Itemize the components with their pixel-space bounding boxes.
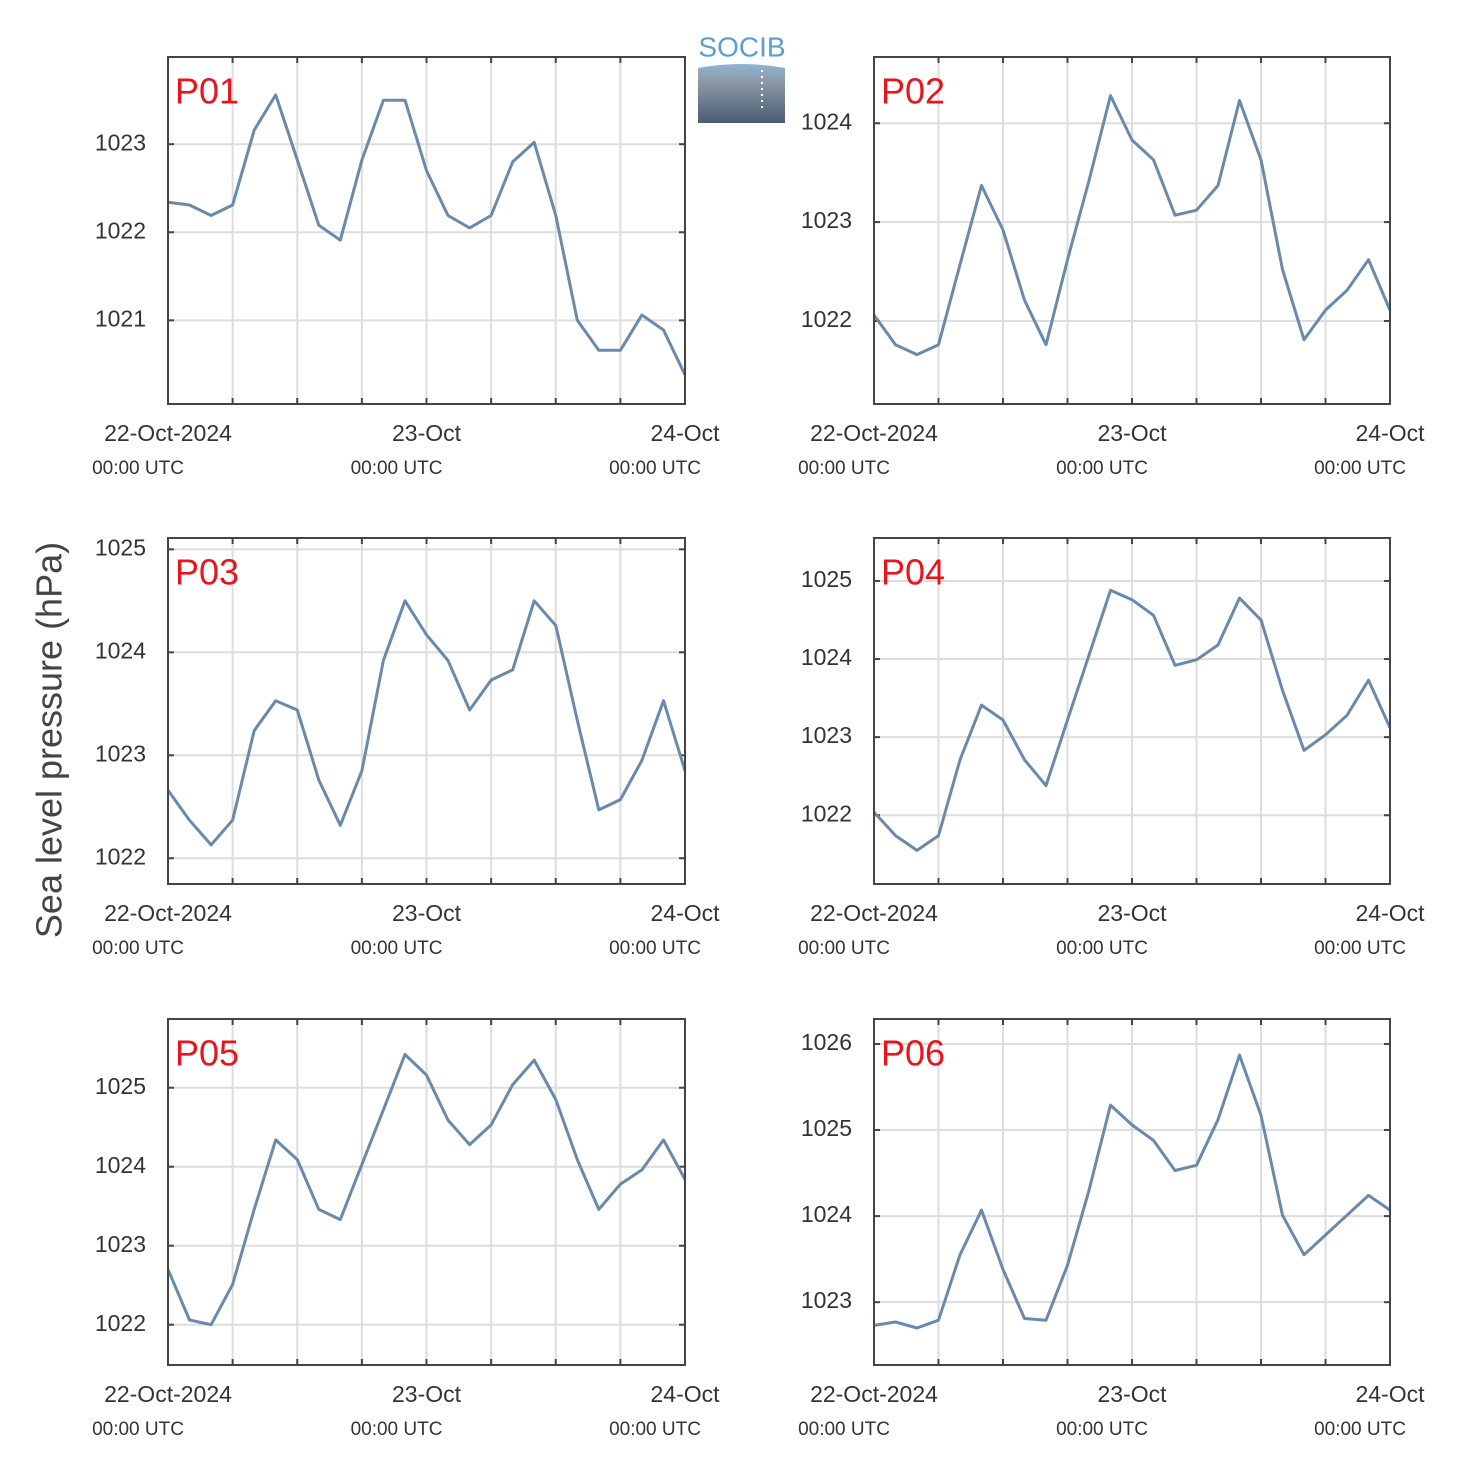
data-line <box>166 599 687 847</box>
plot-frame <box>167 537 686 885</box>
x-tick-label: 23-Oct <box>1097 900 1167 926</box>
x-tick-sublabel: 00:00 UTC <box>1314 458 1406 479</box>
x-tick-sublabel: 00:00 UTC <box>351 1419 443 1440</box>
data-line <box>872 94 1392 357</box>
x-tick-sublabel: 00:00 UTC <box>1056 1419 1148 1440</box>
panel: 22-Oct-2024 00:00 UTC 23-Oct 00:00 UTC 24-Oc… <box>798 56 1425 479</box>
data-line <box>166 1053 687 1327</box>
y-tick-label: 1023 <box>95 1231 146 1257</box>
logo-text: SOCIB <box>698 31 785 62</box>
x-tick-sublabel: 00:00 UTC <box>609 1419 701 1440</box>
x-tick-label: 24-Oct <box>1355 900 1425 926</box>
y-tick-label: 1022 <box>95 1310 146 1336</box>
y-axis-label: Sea level pressure (hPa) <box>29 542 70 938</box>
x-tick-sublabel: 00:00 UTC <box>1056 458 1148 479</box>
x-tick-sublabel: 00:00 UTC <box>351 938 443 959</box>
plot-frame <box>873 1018 1391 1366</box>
y-tick-label: 1025 <box>95 534 146 560</box>
panel-title: P03 <box>175 552 239 593</box>
x-tick-sublabel: 00:00 UTC <box>92 458 184 479</box>
panel: 22-Oct-2024 00:00 UTC 23-Oct 00:00 UTC 24-Oc… <box>92 56 720 479</box>
x-tick-label: 23-Oct <box>1097 1381 1167 1407</box>
plot-frame <box>873 537 1391 885</box>
y-tick-label: 1025 <box>801 566 852 592</box>
x-tick-sublabel: 00:00 UTC <box>92 1419 184 1440</box>
panel-title: P01 <box>175 71 239 112</box>
x-tick-label: 24-Oct <box>1355 420 1425 446</box>
panel: 22-Oct-2024 00:00 UTC 23-Oct 00:00 UTC 24-Oc… <box>92 534 720 959</box>
y-tick-label: 1024 <box>801 1201 852 1227</box>
x-tick-sublabel: 00:00 UTC <box>1314 938 1406 959</box>
x-tick-label: 23-Oct <box>392 420 462 446</box>
x-tick-label: 22-Oct-2024 <box>104 420 232 446</box>
x-tick-label: 23-Oct <box>392 900 462 926</box>
y-tick-label: 1024 <box>801 108 852 134</box>
y-tick-label: 1026 <box>801 1029 852 1055</box>
x-tick-label: 24-Oct <box>650 420 720 446</box>
x-tick-label: 24-Oct <box>650 1381 720 1407</box>
x-tick-label: 22-Oct-2024 <box>810 1381 938 1407</box>
x-tick-sublabel: 00:00 UTC <box>1056 938 1148 959</box>
y-tick-label: 1024 <box>95 637 146 663</box>
x-tick-sublabel: 00:00 UTC <box>1314 1419 1406 1440</box>
panel-title: P05 <box>175 1033 239 1074</box>
x-tick-label: 24-Oct <box>650 900 720 926</box>
y-tick-label: 1022 <box>95 843 146 869</box>
x-tick-label: 22-Oct-2024 <box>104 900 232 926</box>
y-tick-label: 1023 <box>95 740 146 766</box>
y-tick-label: 1024 <box>95 1152 146 1178</box>
logo-shape <box>698 64 785 123</box>
panel: 22-Oct-2024 00:00 UTC 23-Oct 00:00 UTC 24-Oc… <box>798 1018 1425 1440</box>
panel-title: P02 <box>881 71 945 112</box>
x-tick-label: 22-Oct-2024 <box>104 1381 232 1407</box>
panel-title: P06 <box>881 1033 945 1074</box>
x-tick-sublabel: 00:00 UTC <box>609 938 701 959</box>
x-tick-label: 23-Oct <box>1097 420 1167 446</box>
x-tick-label: 24-Oct <box>1355 1381 1425 1407</box>
plot-frame <box>167 56 686 405</box>
plot-frame <box>167 1018 686 1366</box>
panel: 22-Oct-2024 00:00 UTC 23-Oct 00:00 UTC 24-Oc… <box>92 1018 720 1440</box>
x-tick-sublabel: 00:00 UTC <box>798 458 890 479</box>
x-tick-sublabel: 00:00 UTC <box>351 458 443 479</box>
y-tick-label: 1022 <box>95 217 146 243</box>
x-tick-sublabel: 00:00 UTC <box>798 1419 890 1440</box>
plot-frame <box>873 56 1391 405</box>
x-tick-label: 22-Oct-2024 <box>810 900 938 926</box>
y-tick-label: 1024 <box>801 644 852 670</box>
y-tick-label: 1025 <box>801 1115 852 1141</box>
y-tick-label: 1023 <box>95 129 146 155</box>
panel: 22-Oct-2024 00:00 UTC 23-Oct 00:00 UTC 24-Oc… <box>798 537 1425 959</box>
x-tick-label: 23-Oct <box>392 1381 462 1407</box>
x-tick-sublabel: 00:00 UTC <box>798 938 890 959</box>
panel-title: P04 <box>881 552 945 593</box>
y-tick-label: 1023 <box>801 207 852 233</box>
y-tick-label: 1022 <box>801 306 852 332</box>
y-tick-label: 1022 <box>801 800 852 826</box>
data-line <box>873 1053 1391 1330</box>
y-tick-label: 1023 <box>801 1287 852 1313</box>
logo: SOCIB <box>698 31 786 123</box>
x-tick-label: 22-Oct-2024 <box>810 420 938 446</box>
data-line <box>167 93 687 376</box>
x-tick-sublabel: 00:00 UTC <box>92 938 184 959</box>
y-tick-label: 1021 <box>95 305 146 331</box>
y-tick-label: 1023 <box>801 722 852 748</box>
x-tick-sublabel: 00:00 UTC <box>609 458 701 479</box>
data-line <box>872 588 1392 852</box>
y-tick-label: 1025 <box>95 1073 146 1099</box>
